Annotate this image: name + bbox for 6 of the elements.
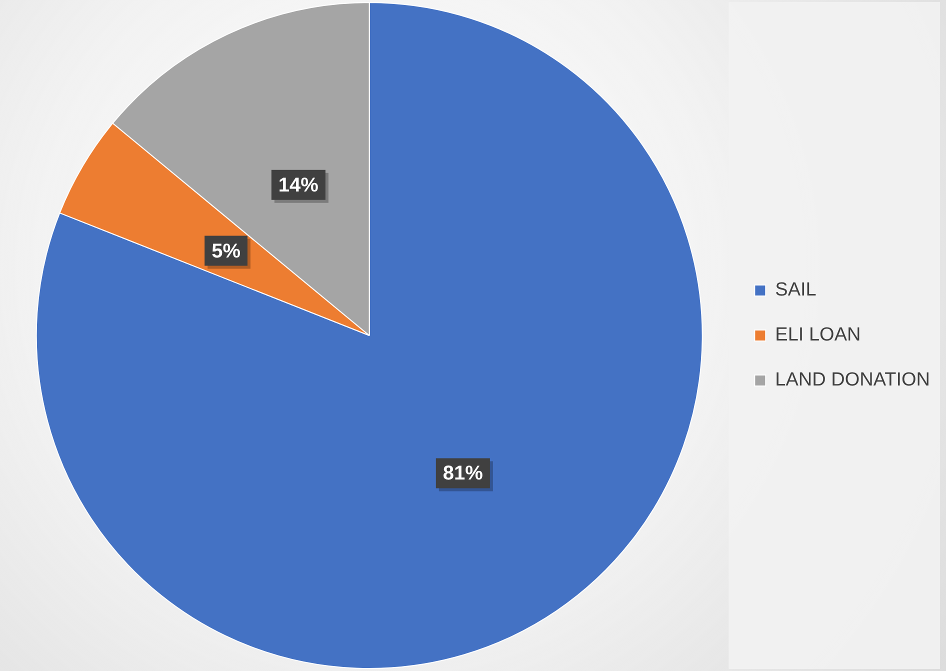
legend-label: ELI LOAN xyxy=(775,324,861,346)
data-label: 14% xyxy=(278,174,319,196)
data-label: 81% xyxy=(442,462,484,485)
data-label: 5% xyxy=(212,240,241,262)
legend-label: SAIL xyxy=(775,280,816,301)
legend-label: LAND DONATION xyxy=(775,370,930,391)
